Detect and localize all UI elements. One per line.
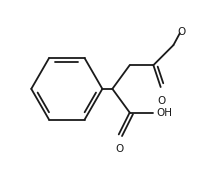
- Text: O: O: [177, 27, 186, 37]
- Text: O: O: [116, 144, 124, 154]
- Text: O: O: [158, 96, 166, 106]
- Text: OH: OH: [157, 107, 173, 117]
